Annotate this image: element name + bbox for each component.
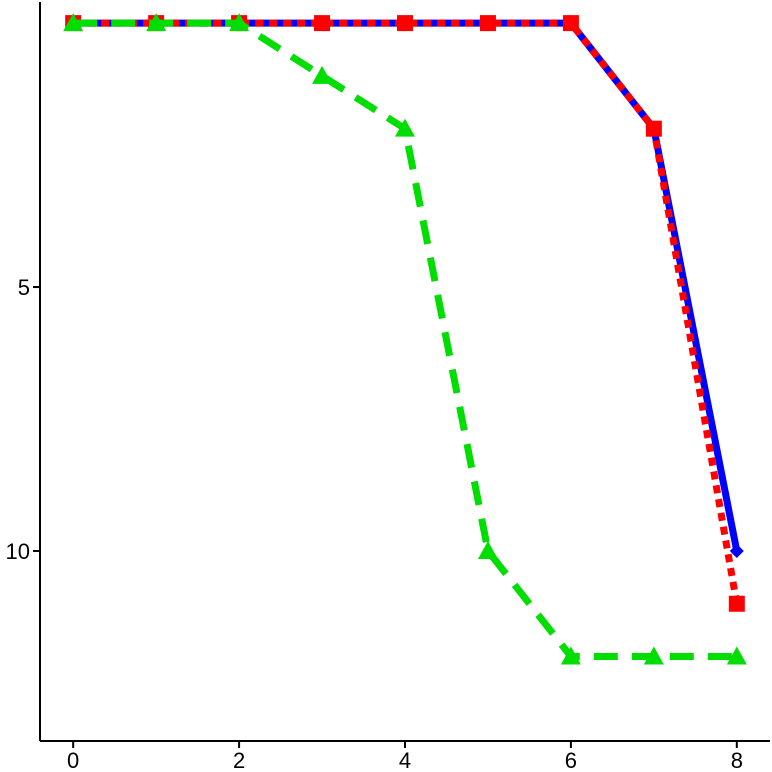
series-diamond-solid — [66, 16, 744, 558]
data-point-square — [479, 15, 496, 32]
series-line — [73, 19, 737, 660]
data-point-square — [645, 120, 662, 137]
x-tick-label: 4 — [399, 748, 411, 772]
series-line — [73, 19, 741, 552]
y-tick-label: 10 — [6, 539, 30, 564]
x-axis: 0 2 4 6 8 — [67, 741, 743, 772]
data-point-triangle — [146, 13, 167, 32]
data-point-square — [314, 15, 331, 32]
data-point-triangle — [643, 646, 664, 665]
x-tick-label: 6 — [565, 748, 577, 772]
data-point-square — [562, 15, 579, 32]
x-tick-label: 8 — [731, 748, 743, 772]
data-point-triangle — [477, 540, 498, 559]
data-point-triangle — [726, 646, 747, 665]
data-point-triangle — [312, 65, 333, 84]
data-point-triangle — [395, 118, 415, 137]
series-triangle-dashed — [63, 13, 747, 665]
data-point-triangle — [229, 13, 250, 32]
series-line — [73, 19, 741, 605]
y-tick-label: 5 — [18, 275, 30, 300]
x-tick-label: 0 — [67, 748, 79, 772]
x-tick-label: 2 — [233, 748, 245, 772]
data-point-triangle — [560, 646, 581, 665]
data-point-square — [397, 15, 413, 32]
series-layer — [63, 13, 747, 665]
data-point-diamond — [729, 543, 744, 558]
data-point-triangle — [63, 13, 84, 32]
data-point-square — [728, 595, 745, 612]
plot-frame — [39, 2, 770, 742]
series-square-dotted — [65, 15, 745, 612]
y-axis: 5 10 — [6, 275, 40, 564]
